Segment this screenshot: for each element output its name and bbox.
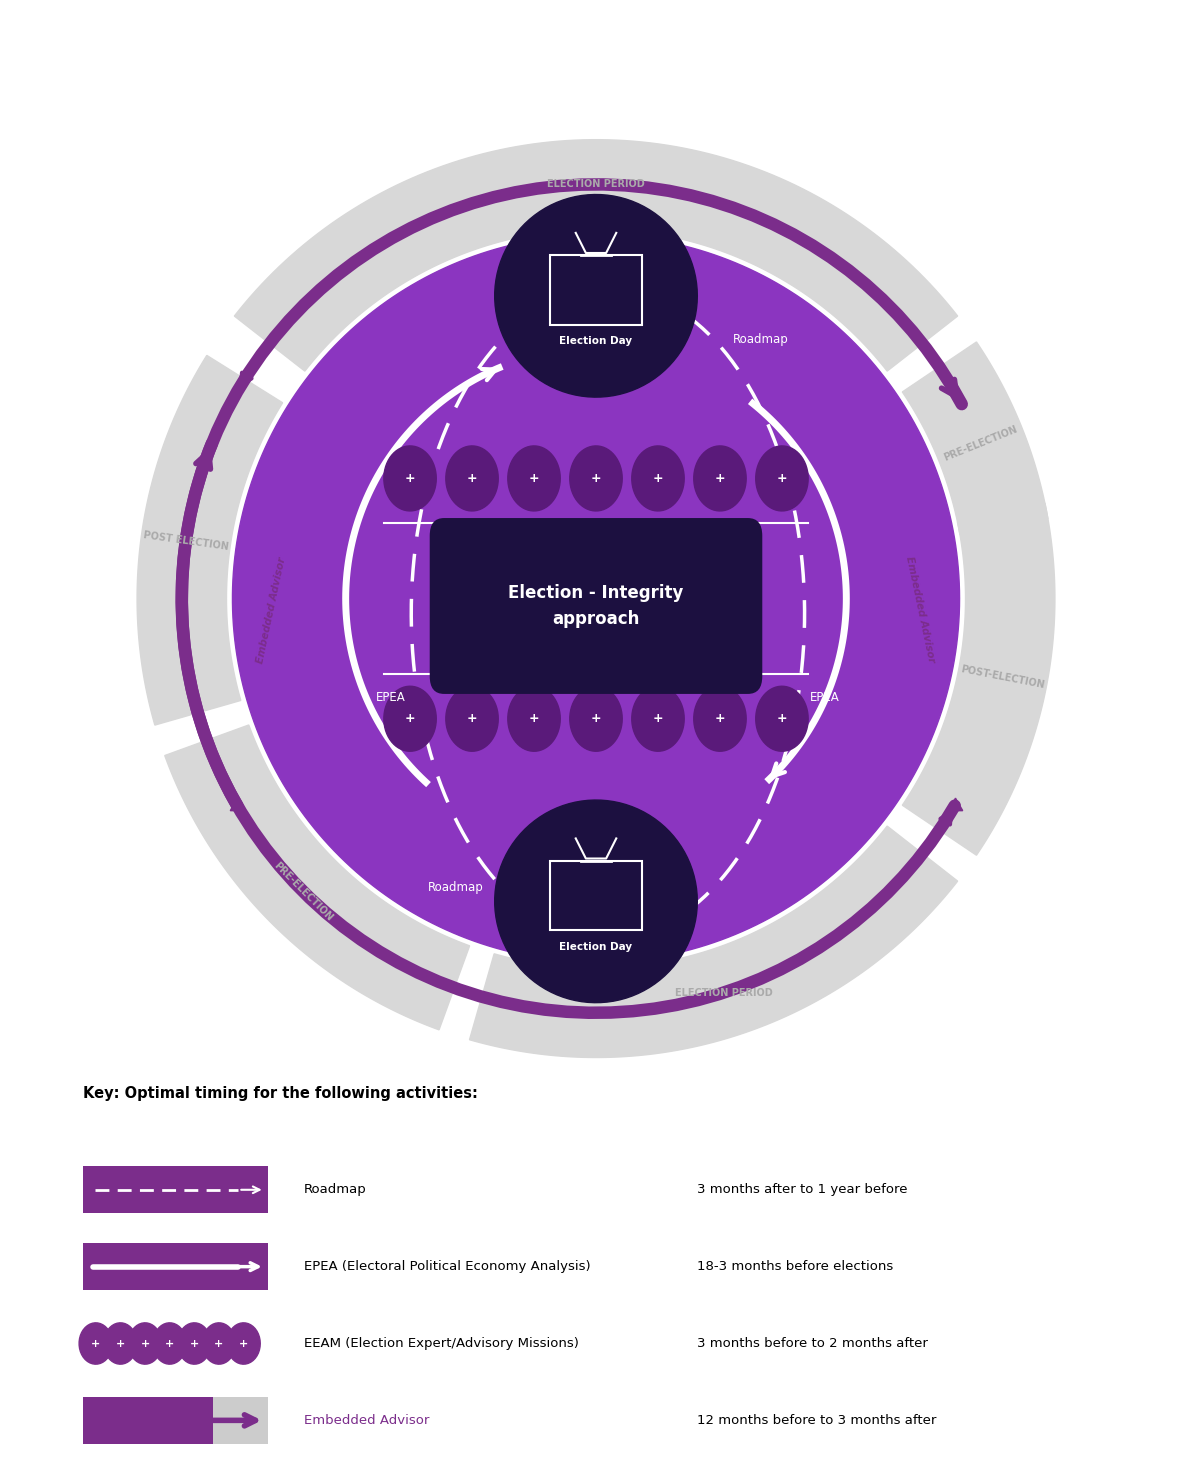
Polygon shape <box>137 355 283 726</box>
Polygon shape <box>570 686 622 751</box>
Text: +: + <box>591 471 601 485</box>
Text: +: + <box>715 471 725 485</box>
Text: +: + <box>190 1339 199 1348</box>
Text: EEAM (Election Expert/Advisory Missions): EEAM (Election Expert/Advisory Missions) <box>304 1338 579 1349</box>
Polygon shape <box>203 1323 236 1364</box>
Text: Election Day: Election Day <box>559 941 633 952</box>
Text: +: + <box>777 471 787 485</box>
FancyBboxPatch shape <box>83 1243 268 1290</box>
Text: +: + <box>405 471 415 485</box>
Text: Roadmap: Roadmap <box>304 1184 367 1196</box>
Text: +: + <box>116 1339 125 1348</box>
Polygon shape <box>178 1323 211 1364</box>
Text: Embedded Advisor: Embedded Advisor <box>304 1414 429 1426</box>
Text: +: + <box>529 712 539 726</box>
Text: +: + <box>91 1339 100 1348</box>
Polygon shape <box>632 686 684 751</box>
Polygon shape <box>756 446 808 511</box>
Polygon shape <box>446 686 498 751</box>
Text: 18-3 months before elections: 18-3 months before elections <box>697 1261 894 1273</box>
Text: EPEA: EPEA <box>377 692 406 704</box>
Text: POST-ELECTION: POST-ELECTION <box>960 665 1045 690</box>
Text: POST ELECTION: POST ELECTION <box>143 531 229 551</box>
Polygon shape <box>902 503 1055 856</box>
Text: +: + <box>467 712 477 726</box>
FancyBboxPatch shape <box>83 1397 268 1444</box>
Text: ELECTION PERIOD: ELECTION PERIOD <box>675 987 772 998</box>
Polygon shape <box>226 1323 260 1364</box>
Polygon shape <box>495 800 697 1002</box>
Polygon shape <box>384 686 436 751</box>
Text: 12 months before to 3 months after: 12 months before to 3 months after <box>697 1414 937 1426</box>
Polygon shape <box>495 195 697 398</box>
Text: +: + <box>164 1339 174 1348</box>
Text: EEAM: EEAM <box>578 612 614 624</box>
Polygon shape <box>470 826 957 1057</box>
Polygon shape <box>632 446 684 511</box>
Text: +: + <box>777 712 787 726</box>
Text: PRE-ELECTION: PRE-ELECTION <box>942 424 1018 463</box>
Text: PRE-ELECTION: PRE-ELECTION <box>272 860 335 922</box>
Text: +: + <box>529 471 539 485</box>
Text: Election Day: Election Day <box>559 337 633 346</box>
Text: +: + <box>467 471 477 485</box>
Text: +: + <box>715 712 725 726</box>
FancyBboxPatch shape <box>429 519 763 695</box>
Polygon shape <box>235 140 957 371</box>
Text: Roadmap: Roadmap <box>428 881 483 894</box>
Text: +: + <box>141 1339 150 1348</box>
Polygon shape <box>164 726 470 1030</box>
Text: +: + <box>215 1339 224 1348</box>
Text: 3 months before to 2 months after: 3 months before to 2 months after <box>697 1338 929 1349</box>
Polygon shape <box>694 446 746 511</box>
Text: +: + <box>405 712 415 726</box>
Text: +: + <box>653 471 663 485</box>
Polygon shape <box>104 1323 137 1364</box>
Text: 3 months after to 1 year before: 3 months after to 1 year before <box>697 1184 908 1196</box>
Polygon shape <box>232 235 960 962</box>
Text: EPEA: EPEA <box>809 692 839 704</box>
Text: Embedded Advisor: Embedded Advisor <box>255 556 287 664</box>
Text: +: + <box>238 1339 248 1348</box>
Text: ELECTION PERIOD: ELECTION PERIOD <box>547 179 645 189</box>
Text: EEAM: EEAM <box>578 576 614 588</box>
Polygon shape <box>694 686 746 751</box>
Polygon shape <box>570 446 622 511</box>
Polygon shape <box>508 686 560 751</box>
Text: EPEA (Electoral Political Economy Analysis): EPEA (Electoral Political Economy Analys… <box>304 1261 590 1273</box>
Text: +: + <box>653 712 663 726</box>
FancyBboxPatch shape <box>83 1166 268 1213</box>
FancyBboxPatch shape <box>83 1397 212 1444</box>
Polygon shape <box>153 1323 186 1364</box>
Text: Embedded Advisor: Embedded Advisor <box>905 556 937 664</box>
Text: Election - Integrity
approach: Election - Integrity approach <box>508 584 684 628</box>
Text: Roadmap: Roadmap <box>733 333 788 346</box>
Polygon shape <box>508 446 560 511</box>
Polygon shape <box>79 1323 112 1364</box>
Polygon shape <box>446 446 498 511</box>
Polygon shape <box>902 341 1048 535</box>
Polygon shape <box>756 686 808 751</box>
Polygon shape <box>129 1323 162 1364</box>
Polygon shape <box>384 446 436 511</box>
Text: Key: Optimal timing for the following activities:: Key: Optimal timing for the following ac… <box>83 1086 478 1101</box>
Text: +: + <box>591 712 601 726</box>
